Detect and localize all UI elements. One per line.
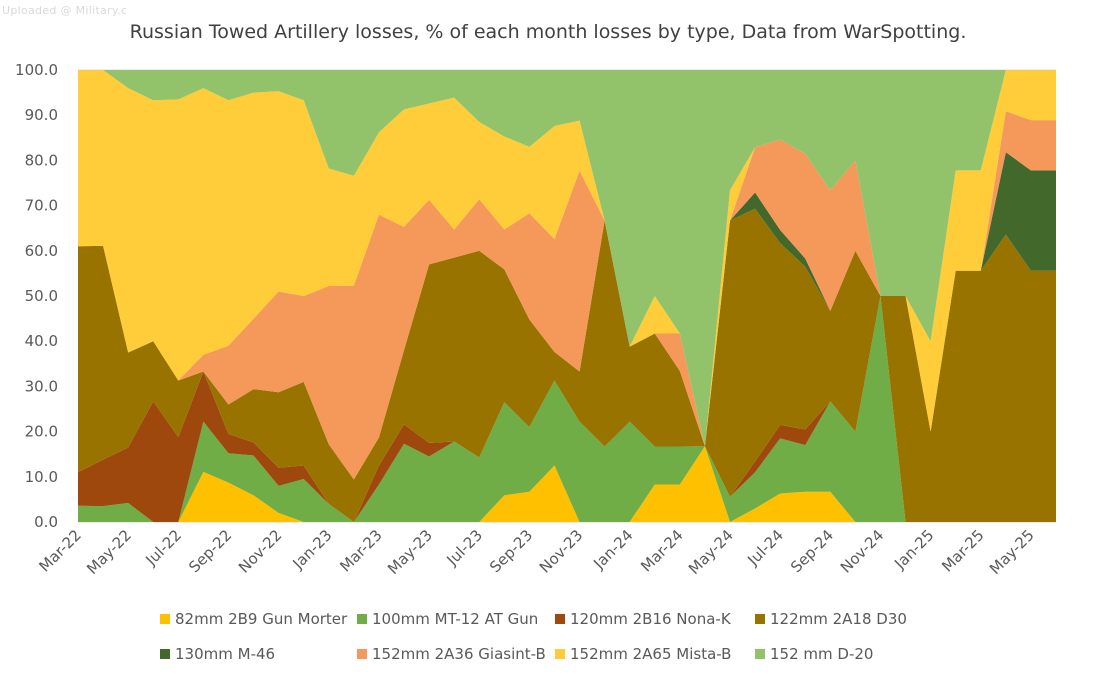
y-tick-label: 90.0 xyxy=(25,106,58,124)
y-tick-label: 80.0 xyxy=(25,151,58,169)
x-tick-label: Mar-24 xyxy=(637,526,686,575)
x-tick-label: Mar-25 xyxy=(938,526,987,575)
legend-swatch xyxy=(555,614,565,624)
x-tick-label: Mar-22 xyxy=(35,526,84,575)
legend-swatch xyxy=(160,649,170,659)
series-area-6 xyxy=(78,70,1056,447)
legend-label: 122mm 2A18 D30 xyxy=(770,610,907,628)
series-area-3 xyxy=(78,208,1056,522)
y-tick-label: 50.0 xyxy=(25,287,58,305)
x-tick-label: May-22 xyxy=(83,526,135,578)
legend-label: 152 mm D-20 xyxy=(770,645,873,663)
x-tick-label: May-25 xyxy=(986,526,1038,578)
legend-label: 82mm 2B9 Gun Morter xyxy=(175,610,348,628)
x-tick-label: May-24 xyxy=(685,526,737,578)
legend-label: 100mm MT-12 AT Gun xyxy=(372,610,538,628)
legend-swatch xyxy=(755,649,765,659)
legend-label: 130mm M-46 xyxy=(175,645,275,663)
legend-label: 120mm 2B16 Nona-K xyxy=(570,610,732,628)
series-area-0 xyxy=(78,446,1056,522)
plot-areas xyxy=(78,70,1056,522)
x-tick-label: Nov-24 xyxy=(837,526,887,576)
legend-label: 152mm 2A36 Giasint-B xyxy=(372,645,546,663)
legend-swatch xyxy=(755,614,765,624)
x-tick-label: Mar-23 xyxy=(336,526,385,575)
x-tick-label: Jan-23 xyxy=(288,526,335,573)
y-tick-label: 40.0 xyxy=(25,332,58,350)
x-tick-label: Sep-22 xyxy=(185,526,235,576)
chart-title: Russian Towed Artillery losses, % of eac… xyxy=(130,21,967,43)
watermark-text: Uploaded @ Military.c xyxy=(2,4,128,17)
x-tick-label: Nov-22 xyxy=(235,526,285,576)
x-tick-label: Jan-25 xyxy=(890,526,937,573)
x-tick-label: Sep-24 xyxy=(787,526,837,576)
y-tick-label: 60.0 xyxy=(25,242,58,260)
series-area-7 xyxy=(78,70,1056,447)
legend-swatch xyxy=(555,649,565,659)
x-tick-label: Nov-23 xyxy=(536,526,586,576)
y-tick-label: 0.0 xyxy=(34,513,58,531)
series-area-2 xyxy=(78,296,1056,522)
series-area-5 xyxy=(78,111,1056,480)
series-area-1 xyxy=(78,296,1056,522)
y-tick-label: 30.0 xyxy=(25,377,58,395)
legend-swatch xyxy=(160,614,170,624)
x-tick-label: May-23 xyxy=(384,526,436,578)
legend: 82mm 2B9 Gun Morter 100mm MT-12 AT Gun 120… xyxy=(160,610,907,663)
x-tick-label: Jan-24 xyxy=(589,526,636,573)
x-tick-label: Jul-22 xyxy=(142,526,186,570)
x-tick-label: Jul-24 xyxy=(743,526,787,570)
y-tick-label: 10.0 xyxy=(25,468,58,486)
legend-label: 152mm 2A65 Mista-B xyxy=(570,645,731,663)
legend-swatch xyxy=(357,614,367,624)
legend-swatch xyxy=(357,649,367,659)
y-axis-ticks: 0.0 10.0 20.0 30.0 40.0 50.0 60.0 70.0 80.0 90.0 1… xyxy=(15,61,58,531)
y-tick-label: 100.0 xyxy=(15,61,58,79)
y-tick-label: 20.0 xyxy=(25,423,58,441)
y-tick-label: 70.0 xyxy=(25,197,58,215)
x-tick-label: Sep-23 xyxy=(486,526,536,576)
x-tick-label: Jul-23 xyxy=(442,526,486,570)
